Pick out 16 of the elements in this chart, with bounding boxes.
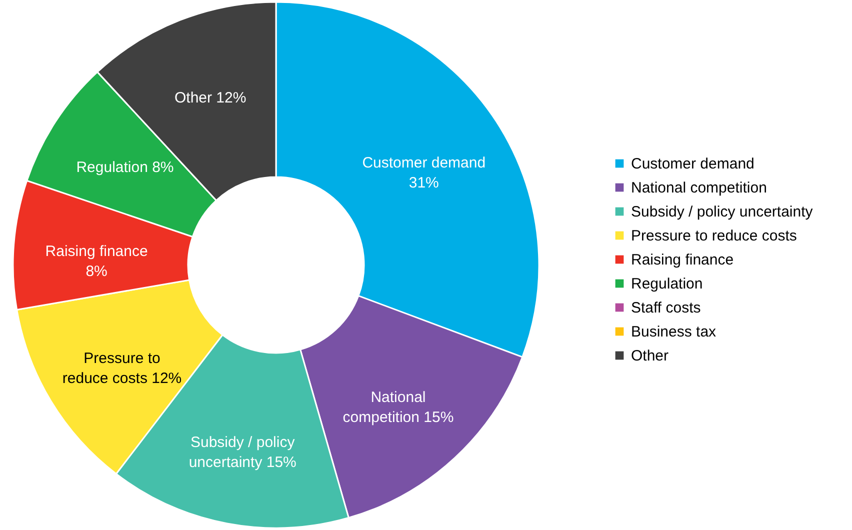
legend-label: National competition (631, 180, 767, 196)
legend-label: Regulation (631, 276, 703, 292)
legend-label: Raising finance (631, 252, 734, 268)
data-label: Other 12% (174, 89, 246, 106)
data-label: National competition 15% (342, 389, 454, 426)
data-label: Regulation 8% (76, 159, 174, 176)
data-label: Subsidy / policy uncertainty 15% (188, 434, 296, 471)
data-label: Pressure to reduce costs 12% (62, 350, 182, 388)
legend-label: Staff costs (631, 300, 701, 316)
legend-label: Customer demand (631, 156, 754, 172)
legend-label: Other (631, 348, 669, 364)
legend-label: Business tax (631, 324, 717, 340)
data-label: Customer demand 31% (362, 154, 486, 192)
legend-label: Pressure to reduce costs (631, 228, 797, 244)
data-label: Raising finance 8% (45, 243, 148, 280)
legend-label: Subsidy / policy uncertainty (631, 204, 814, 220)
